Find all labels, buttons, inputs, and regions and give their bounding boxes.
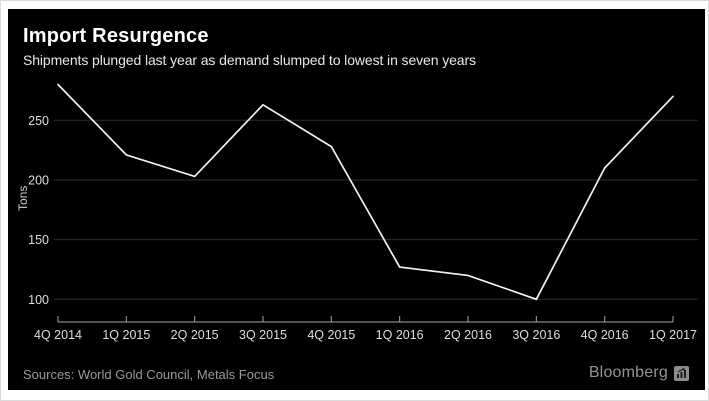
sources-text: Sources: World Gold Council, Metals Focu… bbox=[23, 367, 275, 382]
data-line bbox=[57, 83, 674, 301]
x-tick-label: 1Q 2015 bbox=[102, 328, 150, 342]
bloomberg-logo-icon bbox=[674, 365, 689, 381]
x-tick-label: 2Q 2015 bbox=[171, 328, 219, 342]
x-tick-label: 2Q 2016 bbox=[444, 328, 492, 342]
x-tick-label: 1Q 2016 bbox=[376, 328, 424, 342]
x-tick-label: 4Q 2014 bbox=[34, 328, 82, 342]
y-tick-label-100: 100 bbox=[28, 293, 49, 307]
line-chart: 100 150 200 250 4Q 2014 1Q 2015 2Q 2015 3Q 2015… bbox=[28, 83, 698, 342]
x-tick-label: 1Q 2017 bbox=[649, 328, 697, 342]
y-tick-label-200: 200 bbox=[28, 173, 49, 187]
x-tick-label: 3Q 2016 bbox=[512, 328, 560, 342]
x-tick-label: 4Q 2015 bbox=[307, 328, 355, 342]
x-tick-label: 3Q 2015 bbox=[239, 328, 287, 342]
chart-title: Import Resurgence bbox=[23, 25, 209, 47]
chart-frame: Import Resurgence Shipments plunged last… bbox=[8, 9, 705, 390]
y-tick-label-250: 250 bbox=[28, 114, 49, 128]
y-tick-label-150: 150 bbox=[28, 233, 49, 247]
x-tick-label: 4Q 2016 bbox=[581, 328, 629, 342]
chart-subtitle: Shipments plunged last year as demand sl… bbox=[23, 52, 476, 68]
bloomberg-wordmark: Bloomberg bbox=[588, 364, 668, 381]
brand-footer: Bloomberg bbox=[589, 364, 689, 382]
y-axis-title: Tons bbox=[16, 185, 30, 211]
